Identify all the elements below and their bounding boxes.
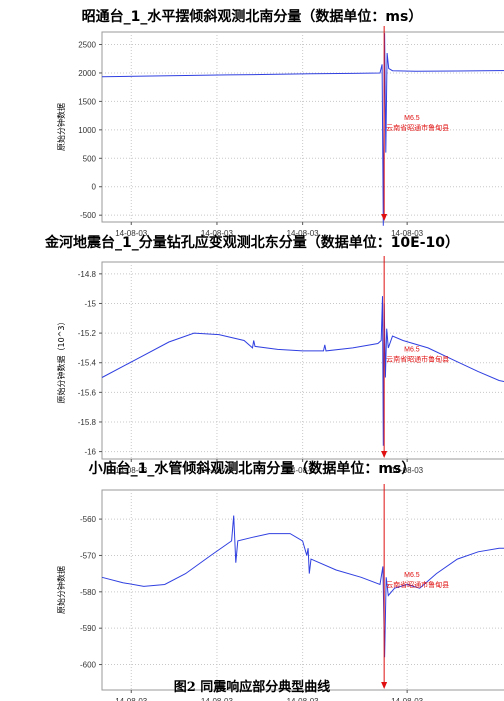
event-marker-arrow	[381, 214, 388, 221]
y-tick-label: -15.6	[78, 388, 97, 397]
event-magnitude-label: M6.5	[404, 115, 420, 122]
x-tick-label: 14-08-03	[201, 466, 234, 475]
y-tick-label: -15.2	[78, 329, 97, 338]
panel-3: 小庙台_1_水管倾斜观测北南分量（数据单位：ms） -560 -570 -580 -5…	[0, 446, 504, 701]
series-line	[101, 515, 504, 658]
y-tick-label: -16	[84, 448, 96, 457]
x-tick-label: 14-08-03	[115, 466, 148, 475]
y-tick-label: -590	[80, 624, 97, 633]
y-axis-label: 原始分钟数据	[56, 566, 66, 614]
x-tick-label: 14-08-03	[391, 697, 424, 701]
y-tick-label: -560	[80, 515, 97, 524]
plot-area	[101, 261, 504, 460]
chart-svg-2: -14.8 -15 -15.2 -15.4 -15.6 -15.8 -16 14-08-03 1…	[56, 256, 504, 475]
figure-caption: 图2 同震响应部分典型曲线	[173, 680, 331, 695]
y-tick-label: -14.8	[78, 270, 97, 279]
chart-title-1: 昭通台_1_水平摆倾斜观测北南分量（数据单位：ms）	[81, 9, 423, 25]
y-tick-label: -580	[80, 588, 97, 597]
y-axis-label: 原始分钟数据（10^3）	[56, 318, 66, 404]
y-tick-label: 2000	[78, 69, 96, 78]
event-marker-arrow	[381, 682, 388, 689]
event-marker-arrow	[381, 451, 388, 458]
y-tick-label: 2500	[78, 41, 96, 50]
event-place-label: 云南省昭通市鲁甸县	[386, 580, 449, 589]
y-axis-label: 原始分钟数据	[56, 103, 66, 151]
event-place-label: 云南省昭通市鲁甸县	[386, 354, 449, 363]
event-magnitude-label: M6.5	[404, 346, 420, 353]
series-line	[101, 296, 504, 446]
y-tick-label: -500	[80, 211, 97, 220]
x-tick-label: 14-08-03	[115, 229, 148, 238]
y-tick-label: 1500	[78, 97, 96, 106]
y-tick-label: -600	[80, 661, 97, 670]
x-tick-label: 14-08-03	[287, 466, 320, 475]
y-tick-label: -570	[80, 551, 97, 560]
series-line	[101, 33, 504, 226]
x-tick-label: 14-08-03	[287, 697, 320, 701]
x-tick-label: 14-08-03	[201, 229, 234, 238]
x-tick-label: 14-08-03	[287, 229, 320, 238]
chart-title-3: 小庙台_1_水管倾斜观测北南分量（数据单位：ms）	[88, 461, 416, 477]
y-tick-label: -15	[84, 299, 96, 308]
event-magnitude-label: M6.5	[404, 572, 420, 579]
x-tick-label: 14-08-03	[201, 697, 234, 701]
chart-svg-1: 2500 2000 1500 1000 500 0 -500 14-08-03 14-08-03…	[56, 26, 504, 238]
y-tick-label: -15.4	[78, 359, 97, 368]
x-tick-label: 14-08-03	[115, 697, 148, 701]
y-tick-label: -15.8	[78, 418, 97, 427]
plot-area	[101, 31, 504, 223]
panel-2: 金河地震台_1_分量钻孔应变观测北东分量（数据单位：10E-10） -14.8-…	[0, 222, 504, 475]
chart-title-2: 金河地震台_1_分量钻孔应变观测北东分量（数据单位：10E-10）	[44, 235, 460, 251]
chart-svg-3: -560 -570 -580 -590 -600 14-08-03 14-08-03 14-0…	[56, 484, 504, 701]
event-place-label: 云南省昭通市鲁甸县	[386, 123, 449, 132]
panel-1: 昭通台_1_水平摆倾斜观测北南分量（数据单位：ms） 2500 2000 1500 1…	[0, 0, 504, 238]
y-tick-label: 1000	[78, 126, 96, 135]
y-tick-label: 500	[83, 154, 97, 163]
x-tick-label: 14-08-03	[391, 466, 424, 475]
y-tick-label: 0	[92, 183, 97, 192]
x-tick-label: 14-08-03	[391, 229, 424, 238]
